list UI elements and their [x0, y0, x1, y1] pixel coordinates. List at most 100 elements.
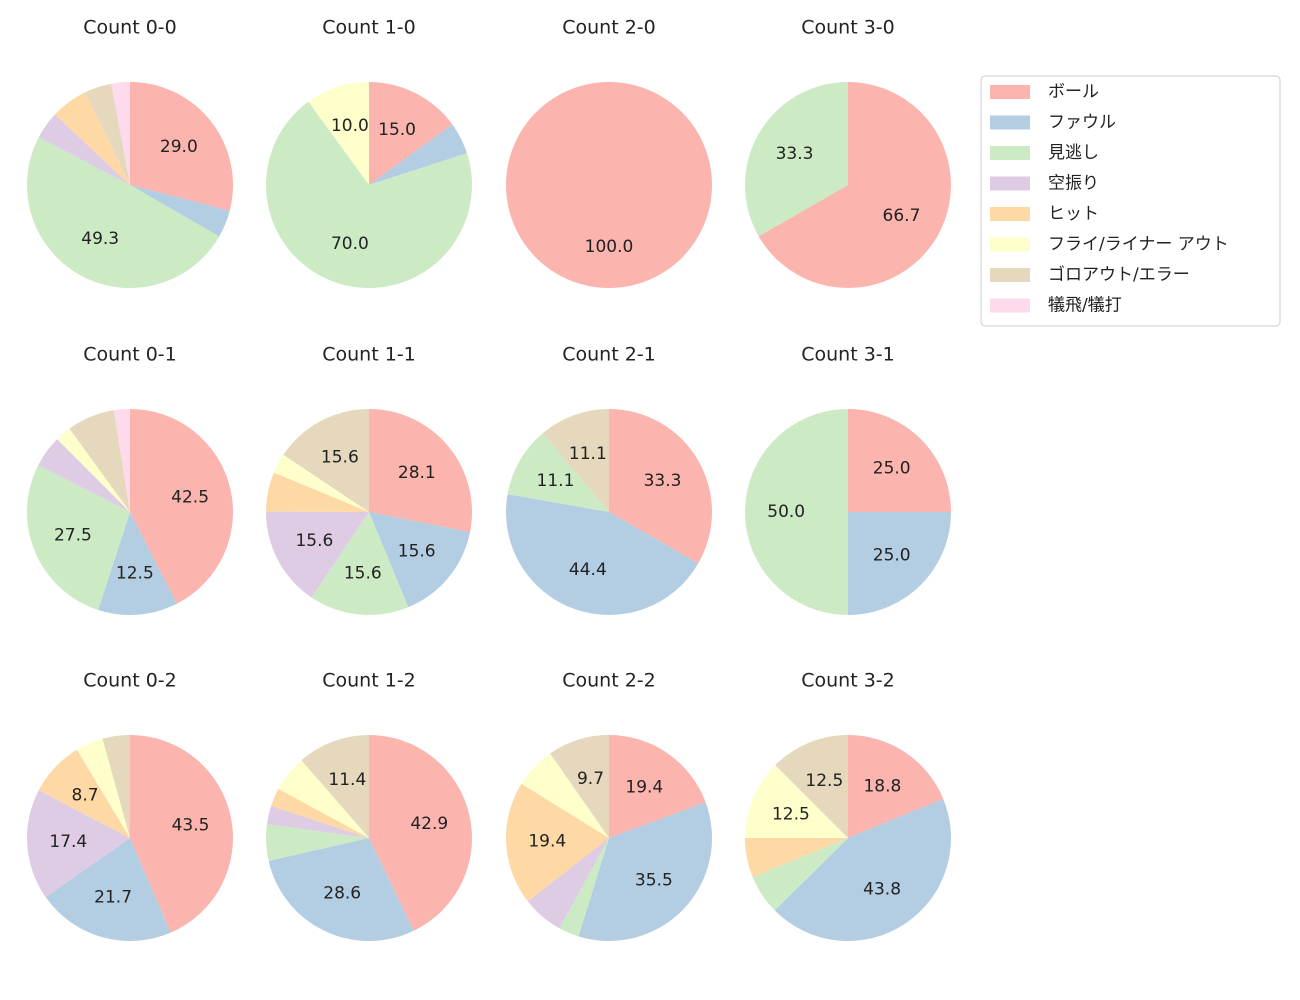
slice-label: 33.3 [776, 144, 814, 164]
pie-slice [268, 838, 414, 941]
legend-label: 見逃し [1048, 143, 1099, 163]
pie-slice [273, 454, 369, 512]
pie-slice [38, 114, 130, 185]
pie-slice [527, 838, 609, 929]
pie-slice [311, 512, 409, 615]
pie-title: Count 0-1 [83, 344, 177, 366]
slice-label: 100.0 [585, 237, 634, 257]
legend-swatch [990, 146, 1030, 160]
slice-label: 12.5 [805, 771, 843, 791]
slice-label: 66.7 [883, 206, 921, 226]
pie-slice [745, 409, 848, 615]
pie-slice [266, 472, 369, 512]
legend-swatch [990, 115, 1030, 130]
pie-slice [848, 512, 951, 615]
legend-swatch [990, 298, 1030, 313]
slice-label: 43.5 [172, 816, 210, 836]
legend-swatch [990, 237, 1030, 252]
pie-slice [283, 409, 369, 512]
pie-slice [758, 82, 952, 289]
slice-label: 42.9 [410, 814, 448, 834]
pie-slice [102, 735, 130, 838]
pie-slice [111, 82, 130, 185]
slice-label: 29.0 [160, 137, 198, 157]
pie-title: Count 1-0 [322, 17, 416, 39]
slice-label: 35.5 [635, 871, 673, 891]
pie-slice [301, 735, 369, 838]
slice-label: 28.1 [398, 463, 436, 483]
legend-label: 空振り [1048, 174, 1099, 194]
pie-slice [26, 137, 220, 289]
slice-label: 49.3 [81, 229, 119, 249]
pie-slice [278, 760, 369, 838]
slice-label: 11.1 [537, 471, 575, 491]
slice-label: 25.0 [873, 546, 911, 566]
pie-title: Count 1-1 [322, 344, 416, 366]
pie-slice [559, 838, 609, 937]
slice-label: 70.0 [331, 234, 369, 254]
pie-slice [521, 753, 609, 838]
legend-box [980, 75, 1281, 327]
pie-slice [69, 410, 130, 512]
pie-slice [38, 749, 130, 838]
pie-slice [507, 433, 609, 512]
slice-label: 15.6 [398, 541, 436, 561]
pie-slice [542, 409, 609, 512]
pie-slice [745, 838, 848, 878]
pie-slice [745, 82, 848, 237]
pie-slice [130, 185, 230, 237]
slice-label: 15.6 [321, 448, 359, 468]
slice-label: 44.4 [569, 560, 607, 580]
slice-label: 25.0 [873, 458, 911, 478]
slice-label: 8.7 [72, 786, 99, 806]
pie-slice [57, 428, 131, 512]
pie-slice [26, 790, 130, 898]
pie-slice [76, 738, 130, 838]
pie-slice [369, 512, 470, 608]
slice-label: 15.6 [295, 531, 333, 551]
pie-slice [369, 124, 467, 185]
slice-label: 19.4 [528, 831, 566, 851]
legend-label: フライ/ライナー アウト [1048, 235, 1229, 255]
slice-label: 50.0 [767, 502, 805, 522]
slice-label: 19.4 [625, 777, 663, 797]
slice-label: 28.6 [323, 884, 361, 904]
legend-swatch [990, 85, 1030, 99]
pie-slice [113, 409, 130, 512]
slice-label: 15.6 [344, 563, 382, 583]
pie-slice [848, 735, 944, 838]
pie-title: Count 2-0 [562, 17, 656, 39]
pie-slice [506, 82, 712, 288]
pie-slice [609, 409, 712, 564]
pie-slice [550, 735, 609, 838]
pie-slice [266, 511, 369, 598]
slice-label: 9.7 [577, 769, 604, 789]
slice-label: 12.5 [772, 804, 810, 824]
slice-label: 15.0 [378, 120, 416, 140]
pie-title: Count 3-0 [801, 17, 895, 39]
legend-swatch [990, 176, 1030, 191]
pie-slice [848, 409, 951, 512]
pie-title: Count 0-2 [83, 670, 177, 692]
slice-label: 11.4 [328, 770, 366, 790]
pie-slice [38, 439, 130, 512]
slice-label: 42.5 [171, 488, 209, 508]
pie-slice [130, 735, 233, 933]
pie-slice [506, 783, 609, 902]
slice-label: 43.8 [863, 880, 901, 900]
pie-title: Count 1-2 [322, 670, 416, 692]
pie-slice [369, 735, 472, 931]
pie-title: Count 3-2 [801, 670, 895, 692]
pie-title: Count 2-1 [562, 344, 656, 366]
legend-label: ボール [1048, 82, 1099, 102]
pie-slice [130, 82, 233, 211]
pie-slice [54, 92, 130, 185]
pie-slice [369, 82, 453, 185]
pie-slice [369, 409, 472, 533]
legend-label: ヒット [1048, 204, 1099, 224]
slice-label: 27.5 [54, 526, 92, 546]
slice-label: 33.3 [644, 471, 682, 491]
legend-swatch [990, 207, 1030, 221]
